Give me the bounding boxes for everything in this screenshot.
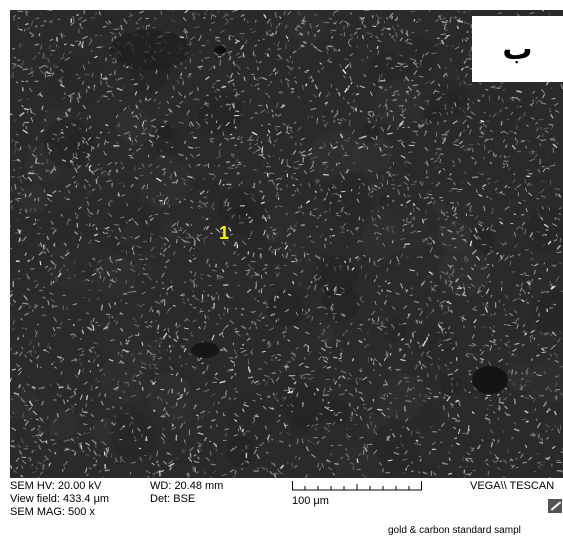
point-marker-1: 1 xyxy=(219,223,230,243)
sem-texture xyxy=(10,10,563,478)
sem-micrograph xyxy=(10,10,563,478)
magnification-readout: SEM MAG: 500 x xyxy=(10,506,95,518)
wd-readout: WD: 20.48 mm xyxy=(150,480,224,492)
sample-label: gold & carbon standard sampl xyxy=(388,525,521,536)
sem-info-bar: SEM HV: 20.00 kV View field: 433.4 μm SE… xyxy=(0,478,563,539)
view-field-readout: View field: 433.4 μm xyxy=(10,493,110,505)
detector-readout: Det: BSE xyxy=(150,493,196,505)
dark-pore xyxy=(214,46,226,54)
dark-pore xyxy=(110,30,190,70)
panel-label: ب xyxy=(472,16,563,82)
corner-logo-icon xyxy=(548,499,562,513)
dark-pore xyxy=(472,366,508,394)
hv-readout: SEM HV: 20.00 kV xyxy=(10,480,102,492)
scale-bar-label: 100 μm xyxy=(292,495,329,507)
vendor-label: VEGA\\ TESCAN xyxy=(470,480,555,492)
dark-pore xyxy=(191,342,219,358)
scale-bar xyxy=(292,481,422,491)
